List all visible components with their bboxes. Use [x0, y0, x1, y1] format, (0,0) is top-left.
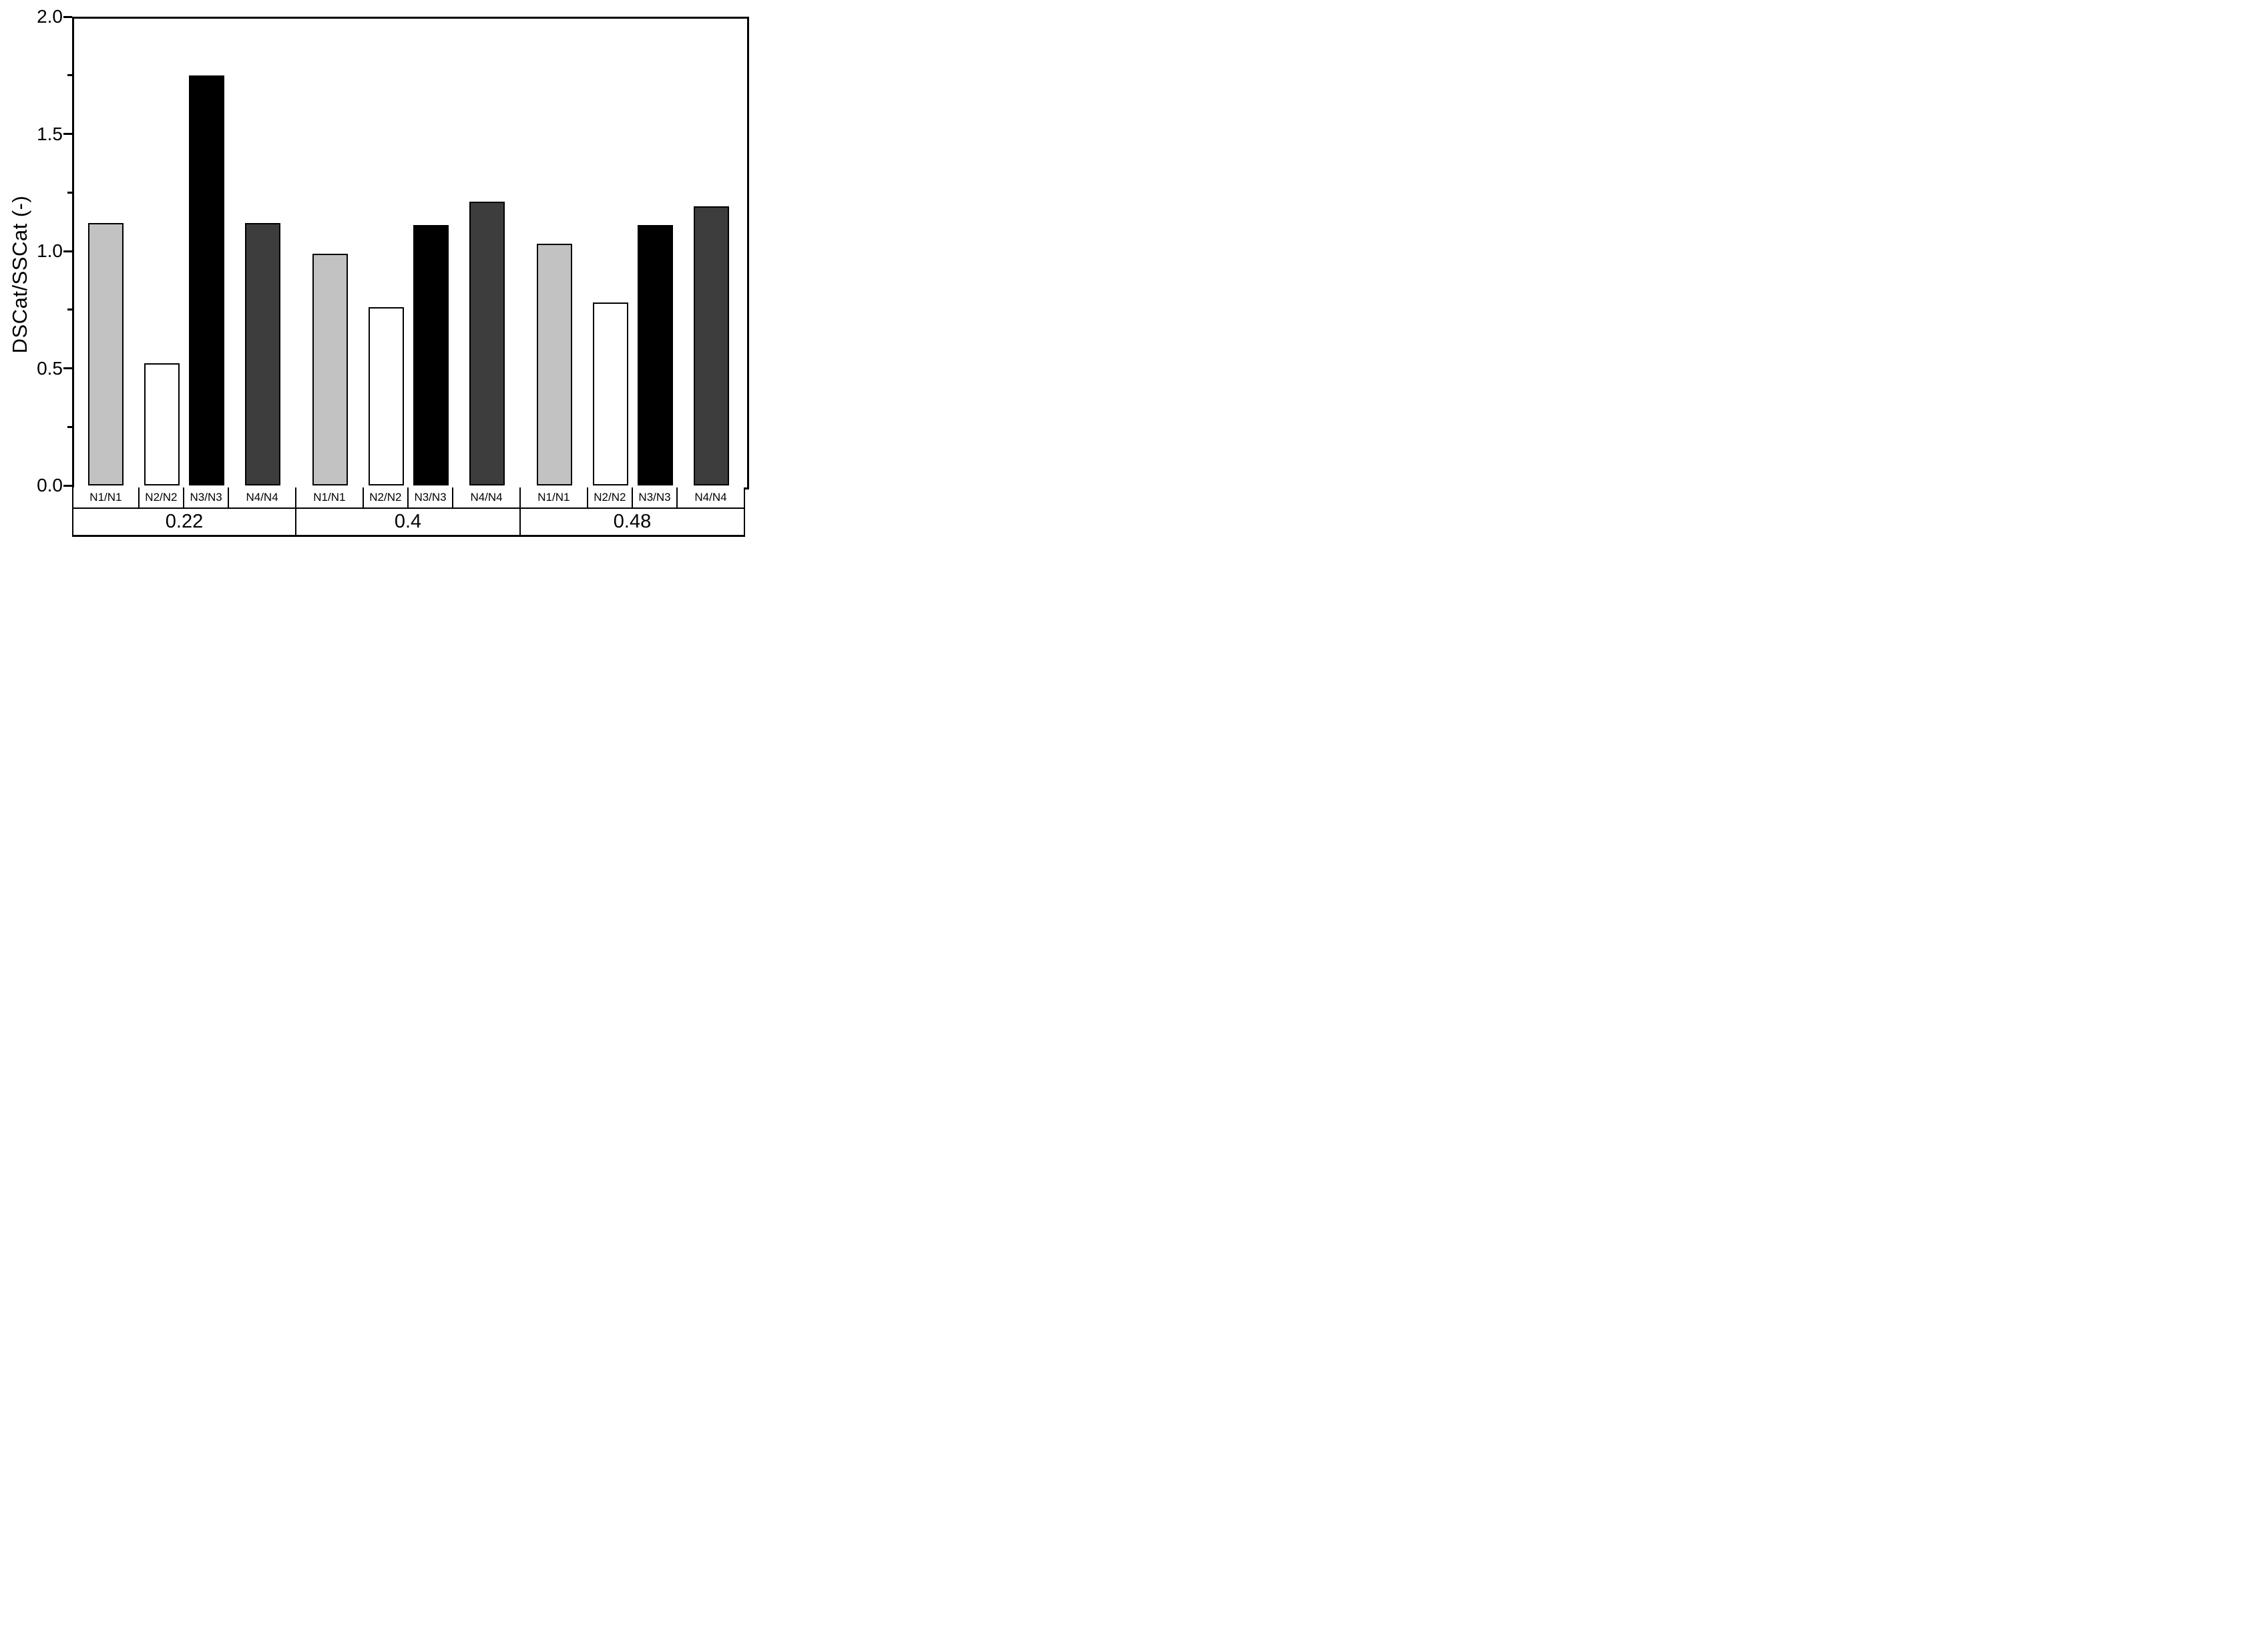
bar-label-box: N4/N4: [229, 487, 296, 509]
bar-label-box: N2/N2: [363, 487, 409, 509]
bar-label-box: N2/N2: [588, 487, 633, 509]
bar-N1-N1-group-0.22: [87, 222, 124, 485]
bar-N1-N1-group-0.48: [536, 244, 572, 485]
bar-label-box: N4/N4: [453, 487, 521, 509]
y-tick-label: 1.0: [37, 240, 63, 261]
y-minor-tick: [67, 425, 72, 428]
group-label-box: 0.48: [521, 509, 745, 537]
y-minor-tick: [67, 191, 72, 194]
bar-label-box: N3/N3: [184, 487, 230, 509]
group-label-row: 0.22 0.4 0.48: [72, 509, 745, 537]
group-label-box: 0.4: [296, 509, 521, 537]
bar-label-box: N1/N1: [296, 487, 364, 509]
bar-N3-N3-group-0.22: [189, 75, 225, 485]
y-major-tick: [63, 484, 72, 487]
bar-N4-N4-group-0.4: [469, 202, 505, 485]
plot-area: [72, 17, 749, 489]
bar-label-row: N1/N1 N2/N2 N3/N3 N4/N4 N1/N1 N2/N2 N3/N3 N4/N4…: [72, 487, 745, 509]
bar-N4-N4-group-0.22: [245, 222, 281, 485]
bar-N4-N4-group-0.48: [694, 206, 730, 485]
bar-label-box: N2/N2: [139, 487, 184, 509]
y-axis-title: DSCat/SSCat (-): [8, 195, 31, 354]
y-minor-tick: [67, 309, 72, 311]
bar-label-box: N1/N1: [72, 487, 140, 509]
y-major-tick: [63, 133, 72, 135]
bar-N3-N3-group-0.48: [638, 225, 674, 485]
group-label-box: 0.22: [72, 509, 296, 537]
bar-N3-N3-group-0.4: [413, 225, 449, 485]
bar-N1-N1-group-0.4: [312, 253, 348, 485]
bar-N2-N2-group-0.22: [144, 363, 180, 485]
y-major-tick: [63, 367, 72, 369]
bar-label-box: N3/N3: [632, 487, 678, 509]
bar-label-box: N1/N1: [520, 487, 588, 509]
y-major-tick: [63, 250, 72, 252]
y-minor-tick: [67, 74, 72, 77]
bar-chart-figure: DSCat/SSCat (-) 0.0 0.5 1.0 1.5 2.0 N1/N1 N2/N…: [0, 0, 756, 544]
y-tick-label: 2.0: [37, 6, 63, 27]
y-tick-label: 1.5: [37, 123, 63, 144]
bar-N2-N2-group-0.48: [592, 302, 628, 485]
y-tick-label: 0.5: [37, 357, 63, 379]
y-major-tick: [63, 15, 72, 18]
y-tick-label: 0.0: [37, 475, 63, 495]
bar-label-box: N4/N4: [678, 487, 745, 509]
bar-label-box: N3/N3: [408, 487, 454, 509]
bar-N2-N2-group-0.4: [368, 307, 404, 485]
